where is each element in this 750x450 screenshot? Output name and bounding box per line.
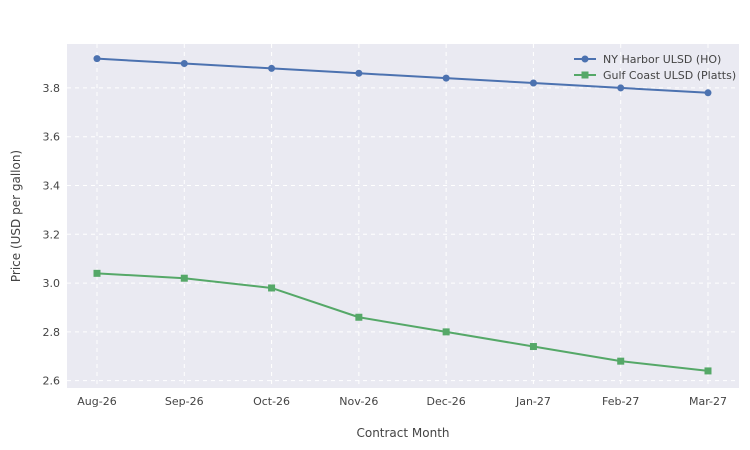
x-axis-ticks: Aug-26 Sep-26 Oct-26 Nov-26 Dec-26 Jan-27 Feb-…: [77, 395, 727, 408]
y-tick-label: 3.0: [43, 277, 61, 290]
x-tick-label: Aug-26: [77, 395, 116, 408]
data-point: [442, 328, 450, 336]
x-tick-label: Jan-27: [515, 395, 551, 408]
data-point: [180, 60, 188, 68]
y-axis-ticks: 2.6 2.8 3.0 3.2 3.4 3.6 3.8: [43, 82, 61, 388]
legend-marker: [581, 71, 589, 79]
x-tick-label: Nov-26: [339, 395, 378, 408]
legend-item: Gulf Coast ULSD (Platts): [574, 69, 736, 82]
x-tick-label: Mar-27: [689, 395, 727, 408]
data-point: [93, 55, 101, 63]
series-group: [93, 55, 712, 375]
data-point: [529, 79, 537, 87]
x-tick-label: Sep-26: [165, 395, 204, 408]
y-tick-label: 2.6: [43, 375, 61, 388]
y-tick-label: 3.6: [43, 131, 61, 144]
data-point: [268, 64, 276, 72]
series-line: [96, 57, 709, 94]
legend-label: NY Harbor ULSD (HO): [603, 53, 721, 66]
legend: NY Harbor ULSD (HO) Gulf Coast ULSD (Plat…: [574, 53, 736, 82]
data-point: [704, 89, 712, 97]
data-point: [355, 313, 363, 321]
y-axis-title: Price (USD per gallon): [9, 150, 23, 282]
data-point: [529, 343, 537, 351]
data-point: [268, 284, 276, 292]
data-point: [442, 74, 450, 82]
y-tick-label: 3.4: [43, 180, 61, 193]
x-tick-label: Feb-27: [602, 395, 639, 408]
x-tick-label: Oct-26: [253, 395, 290, 408]
data-point: [355, 69, 363, 77]
legend-marker: [581, 55, 589, 63]
series-1: [93, 55, 712, 97]
grid-lines: [67, 44, 739, 388]
x-tick-label: Dec-26: [427, 395, 466, 408]
y-tick-label: 2.8: [43, 326, 61, 339]
x-axis-title: Contract Month: [356, 426, 449, 440]
data-point: [617, 84, 625, 92]
data-point: [93, 269, 101, 277]
series-line: [96, 272, 709, 372]
data-point: [180, 274, 188, 282]
y-tick-label: 3.2: [43, 228, 61, 241]
legend-label: Gulf Coast ULSD (Platts): [603, 69, 736, 82]
series-2: [93, 269, 712, 375]
legend-item: NY Harbor ULSD (HO): [574, 53, 721, 66]
y-tick-label: 3.8: [43, 82, 61, 95]
data-point: [704, 367, 712, 375]
plot-area: [67, 44, 739, 388]
data-point: [617, 357, 625, 365]
